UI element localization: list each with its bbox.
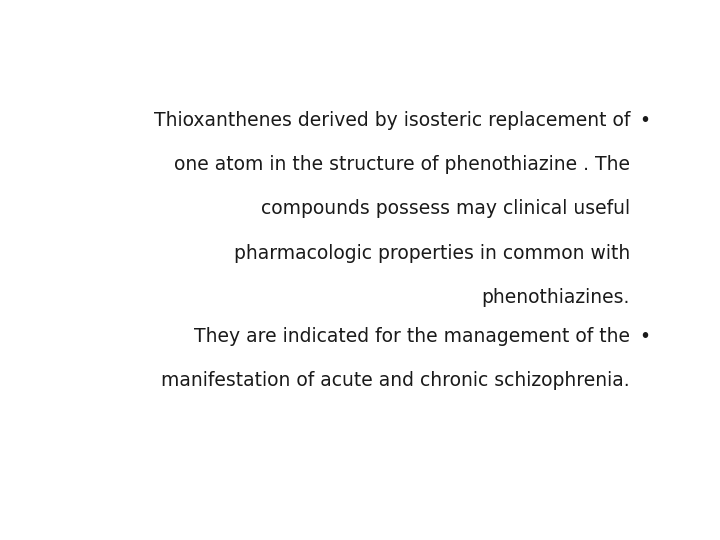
Text: one atom in the structure of phenothiazine . The: one atom in the structure of phenothiazi…: [174, 155, 630, 174]
Text: They are indicated for the management of the: They are indicated for the management of…: [194, 327, 630, 346]
Text: •: •: [639, 327, 650, 346]
Text: Thioxanthenes derived by isosteric replacement of: Thioxanthenes derived by isosteric repla…: [153, 111, 630, 130]
Text: •: •: [639, 111, 650, 130]
Text: pharmacologic properties in common with: pharmacologic properties in common with: [234, 244, 630, 262]
Text: manifestation of acute and chronic schizophrenia.: manifestation of acute and chronic schiz…: [161, 371, 630, 390]
Text: phenothiazines.: phenothiazines.: [482, 288, 630, 307]
Text: compounds possess may clinical useful: compounds possess may clinical useful: [261, 199, 630, 218]
